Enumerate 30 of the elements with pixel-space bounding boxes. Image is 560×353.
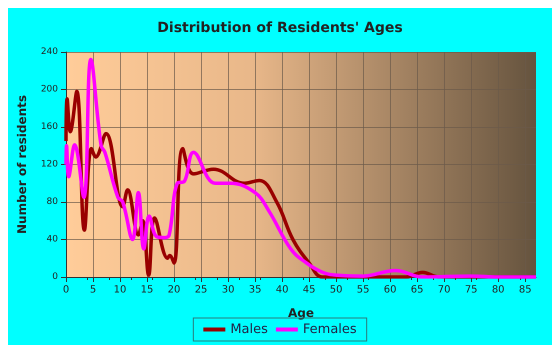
- x-tick-label: 60: [384, 284, 397, 296]
- x-tick-label: 45: [302, 284, 316, 296]
- y-axis-title: Number of residents: [15, 94, 29, 234]
- y-tick-label: 240: [40, 47, 58, 57]
- x-tick-label: 40: [276, 284, 288, 296]
- x-tick-label: 20: [168, 284, 180, 296]
- x-tick-label: 85: [518, 284, 532, 296]
- x-tick-label: 75: [464, 284, 478, 296]
- y-tick-label: 0: [52, 272, 58, 282]
- x-tick-label: 15: [140, 284, 154, 296]
- x-tick-label: 55: [356, 284, 370, 296]
- chart-title: Distribution of Residents' Ages: [157, 20, 403, 36]
- legend-label: Males: [230, 322, 268, 337]
- x-tick-label: 50: [330, 284, 342, 296]
- x-axis-title: Age: [288, 306, 314, 320]
- y-tick-label: 200: [40, 84, 58, 94]
- legend-label: Females: [302, 322, 357, 337]
- x-tick-label: 0: [62, 284, 70, 296]
- x-tick-label: 70: [438, 284, 451, 296]
- x-tick-label: 10: [114, 284, 126, 296]
- x-tick-label: 30: [222, 284, 234, 296]
- x-tick-label: 80: [492, 284, 505, 296]
- y-tick-label: 40: [46, 234, 58, 244]
- y-tick-label: 120: [40, 160, 58, 170]
- y-tick-label: 160: [40, 122, 58, 132]
- x-tick-label: 5: [90, 284, 96, 296]
- x-tick-label: 35: [248, 284, 262, 296]
- x-tick-label: 25: [194, 284, 208, 296]
- x-tick-label: 65: [410, 284, 424, 296]
- y-tick-label: 80: [46, 197, 58, 207]
